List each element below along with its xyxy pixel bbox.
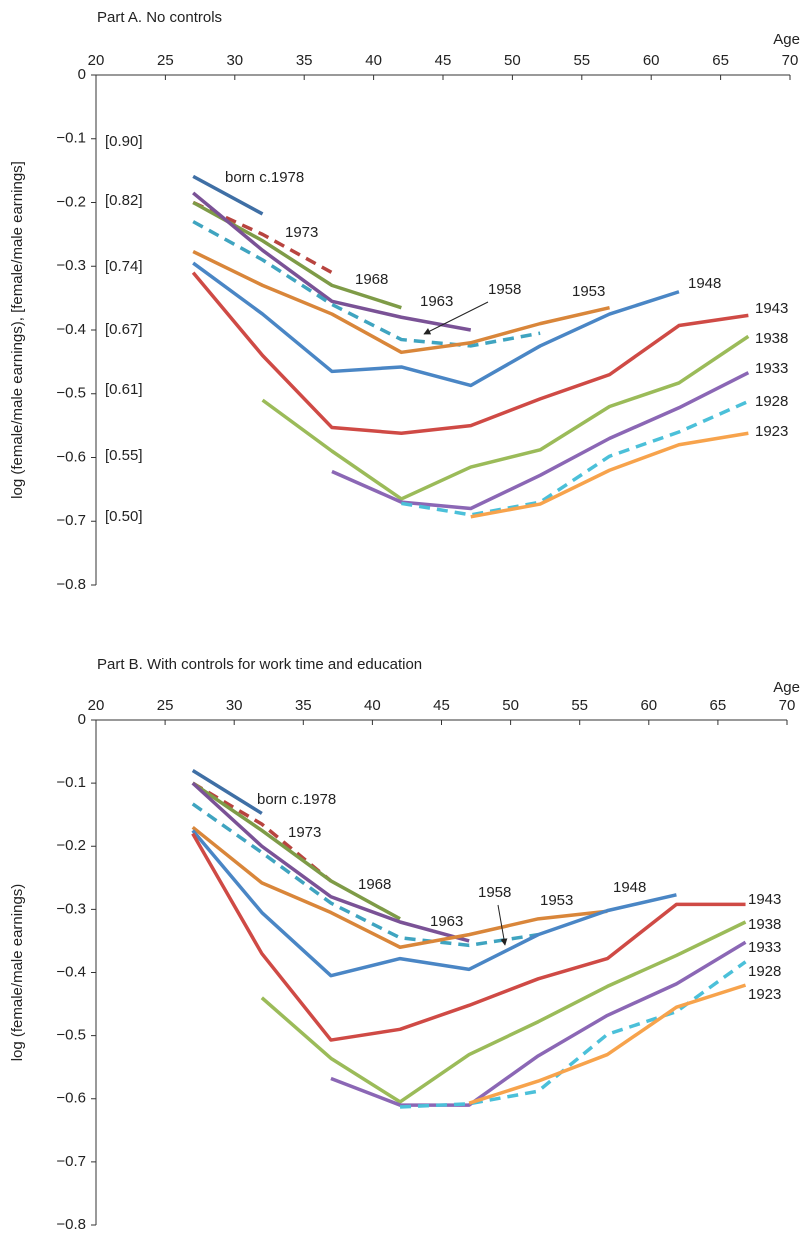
- x-tick-label: 65: [712, 52, 729, 69]
- series-line: [193, 252, 609, 353]
- y-tick-label: −0.5: [56, 1027, 86, 1044]
- y-tick-label: −0.1: [56, 130, 86, 147]
- series-label: 1963: [420, 293, 453, 310]
- series-line: [193, 830, 677, 975]
- x-tick-label: 45: [433, 697, 450, 714]
- y-tick-label: −0.6: [56, 448, 86, 465]
- x-tick-label: 65: [710, 697, 727, 714]
- ratio-label: [0.82]: [105, 192, 143, 209]
- panel-title: Part A. No controls: [97, 9, 222, 26]
- x-tick-label: 55: [571, 697, 588, 714]
- y-tick-label: −0.4: [56, 321, 86, 338]
- x-tick-label: 70: [782, 52, 799, 69]
- series-label: 1948: [688, 275, 721, 292]
- series-label: 1973: [288, 824, 321, 841]
- x-tick-label: 45: [435, 52, 452, 69]
- ratio-label: [0.90]: [105, 133, 143, 150]
- y-tick-label: −0.3: [56, 900, 86, 917]
- series-label: 1938: [748, 916, 781, 933]
- y-tick-label: −0.7: [56, 512, 86, 529]
- series-label: 1948: [613, 879, 646, 896]
- x-tick-label: 30: [226, 52, 243, 69]
- y-axis-label: log (female/male earnings), [female/male…: [9, 161, 26, 499]
- series-label: 1928: [748, 963, 781, 980]
- y-tick-label: −0.5: [56, 385, 86, 402]
- x-tick-label: 35: [296, 52, 313, 69]
- series-label: born c.1978: [257, 791, 336, 808]
- x-tick-label: 20: [88, 52, 105, 69]
- series-line: [471, 433, 749, 517]
- x-axis-label: Age: [773, 679, 800, 696]
- x-tick-label: 35: [295, 697, 312, 714]
- ratio-label: [0.67]: [105, 321, 143, 338]
- y-axis-label: log (female/male earnings): [9, 884, 26, 1062]
- x-tick-label: 40: [365, 52, 382, 69]
- x-tick-label: 60: [640, 697, 657, 714]
- series-label: 1963: [430, 913, 463, 930]
- series-line: [469, 985, 745, 1103]
- series-label: 1958: [488, 281, 521, 298]
- series-label: 1933: [748, 939, 781, 956]
- y-tick-label: 0: [78, 66, 86, 83]
- series-label: 1923: [755, 423, 788, 440]
- y-tick-label: −0.6: [56, 1090, 86, 1107]
- y-tick-label: −0.4: [56, 963, 86, 980]
- series-label: 1933: [755, 360, 788, 377]
- x-tick-label: 60: [643, 52, 660, 69]
- series-label: 1968: [358, 876, 391, 893]
- ratio-label: [0.50]: [105, 508, 143, 525]
- x-tick-label: 50: [504, 52, 521, 69]
- series-label: 1953: [572, 283, 605, 300]
- series-label: 1958: [478, 884, 511, 901]
- x-tick-label: 40: [364, 697, 381, 714]
- x-tick-label: 25: [157, 697, 174, 714]
- x-tick-label: 20: [88, 697, 105, 714]
- series-label: 1943: [755, 300, 788, 317]
- series-label: born c.1978: [225, 169, 304, 186]
- series-label: 1973: [285, 224, 318, 241]
- x-tick-label: 30: [226, 697, 243, 714]
- x-tick-label: 25: [157, 52, 174, 69]
- y-tick-label: −0.8: [56, 1216, 86, 1233]
- ratio-label: [0.55]: [105, 447, 143, 464]
- series-label: 1928: [755, 393, 788, 410]
- y-tick-label: 0: [78, 711, 86, 728]
- x-tick-label: 70: [779, 697, 796, 714]
- panel-title: Part B. With controls for work time and …: [97, 656, 422, 673]
- series-label: 1923: [748, 986, 781, 1003]
- series-line: [193, 827, 608, 947]
- y-tick-label: −0.1: [56, 774, 86, 791]
- y-tick-label: −0.7: [56, 1153, 86, 1170]
- series-label: 1938: [755, 330, 788, 347]
- series-line: [332, 373, 748, 509]
- x-axis-label: Age: [773, 31, 800, 48]
- y-tick-label: −0.8: [56, 576, 86, 593]
- ratio-label: [0.74]: [105, 258, 143, 275]
- x-tick-label: 55: [573, 52, 590, 69]
- ratio-label: [0.61]: [105, 381, 143, 398]
- y-tick-label: −0.3: [56, 257, 86, 274]
- series-label: 1953: [540, 892, 573, 909]
- y-tick-label: −0.2: [56, 193, 86, 210]
- x-tick-label: 50: [502, 697, 519, 714]
- series-label: 1943: [748, 891, 781, 908]
- y-tick-label: −0.2: [56, 837, 86, 854]
- series-label: 1968: [355, 271, 388, 288]
